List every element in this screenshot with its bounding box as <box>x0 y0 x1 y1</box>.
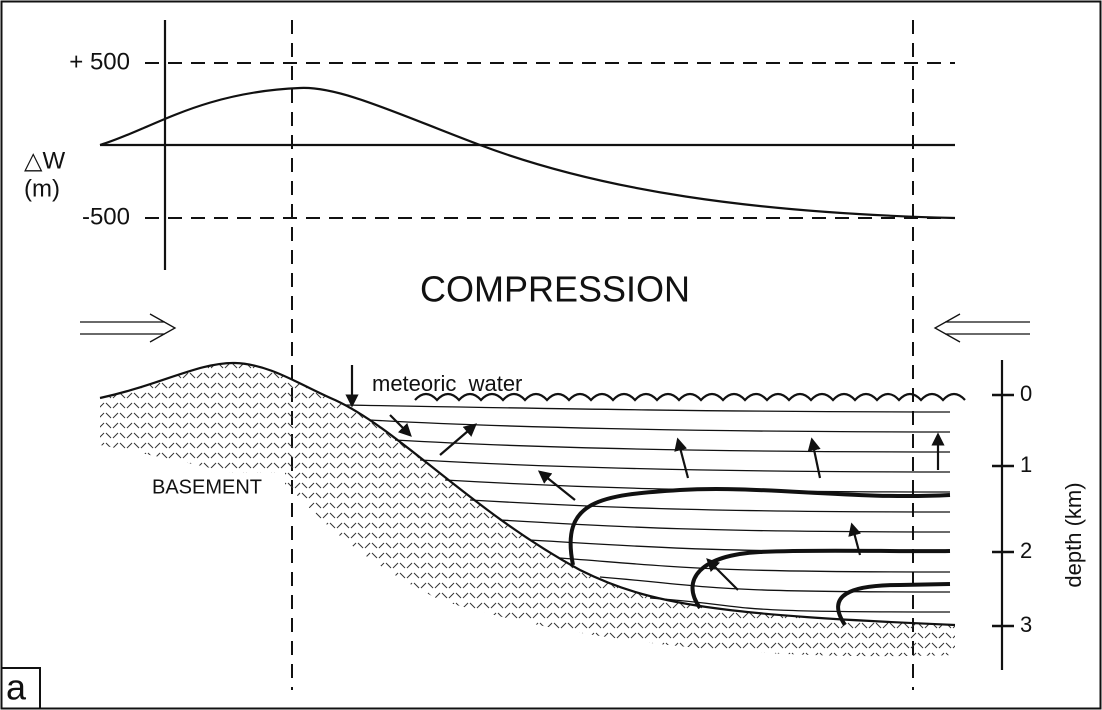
depth-tick-label: 0 <box>1020 381 1032 406</box>
layer <box>500 520 950 532</box>
layer <box>345 405 950 412</box>
depth-tick-label: 1 <box>1020 452 1032 477</box>
compression-arrow <box>80 314 175 342</box>
basement-label: BASEMENT <box>152 476 262 498</box>
diagram: a + 500 -500 △W (m) COMPRESSION meteoric… <box>0 0 1102 710</box>
title: COMPRESSION <box>420 269 690 310</box>
deflection-curve <box>100 88 955 218</box>
panel-label: a <box>6 667 27 708</box>
depth-tick-label: 2 <box>1020 538 1032 563</box>
y-label: △W <box>24 147 65 174</box>
water-surface <box>415 394 965 400</box>
basement <box>100 363 955 656</box>
depth-label: depth (km) <box>1061 482 1086 587</box>
layer <box>560 558 950 572</box>
depth-tick-label: 3 <box>1020 612 1032 637</box>
y-tick-label: -500 <box>82 203 130 230</box>
depth-ticks: 0 1 2 3 <box>992 381 1032 637</box>
compression-arrow <box>935 314 1030 342</box>
y-tick-label: + 500 <box>69 48 130 75</box>
layer <box>370 420 950 432</box>
y-unit: (m) <box>24 175 60 202</box>
annotation: meteoric water <box>372 371 522 396</box>
layer <box>470 500 950 512</box>
layer <box>395 440 950 452</box>
